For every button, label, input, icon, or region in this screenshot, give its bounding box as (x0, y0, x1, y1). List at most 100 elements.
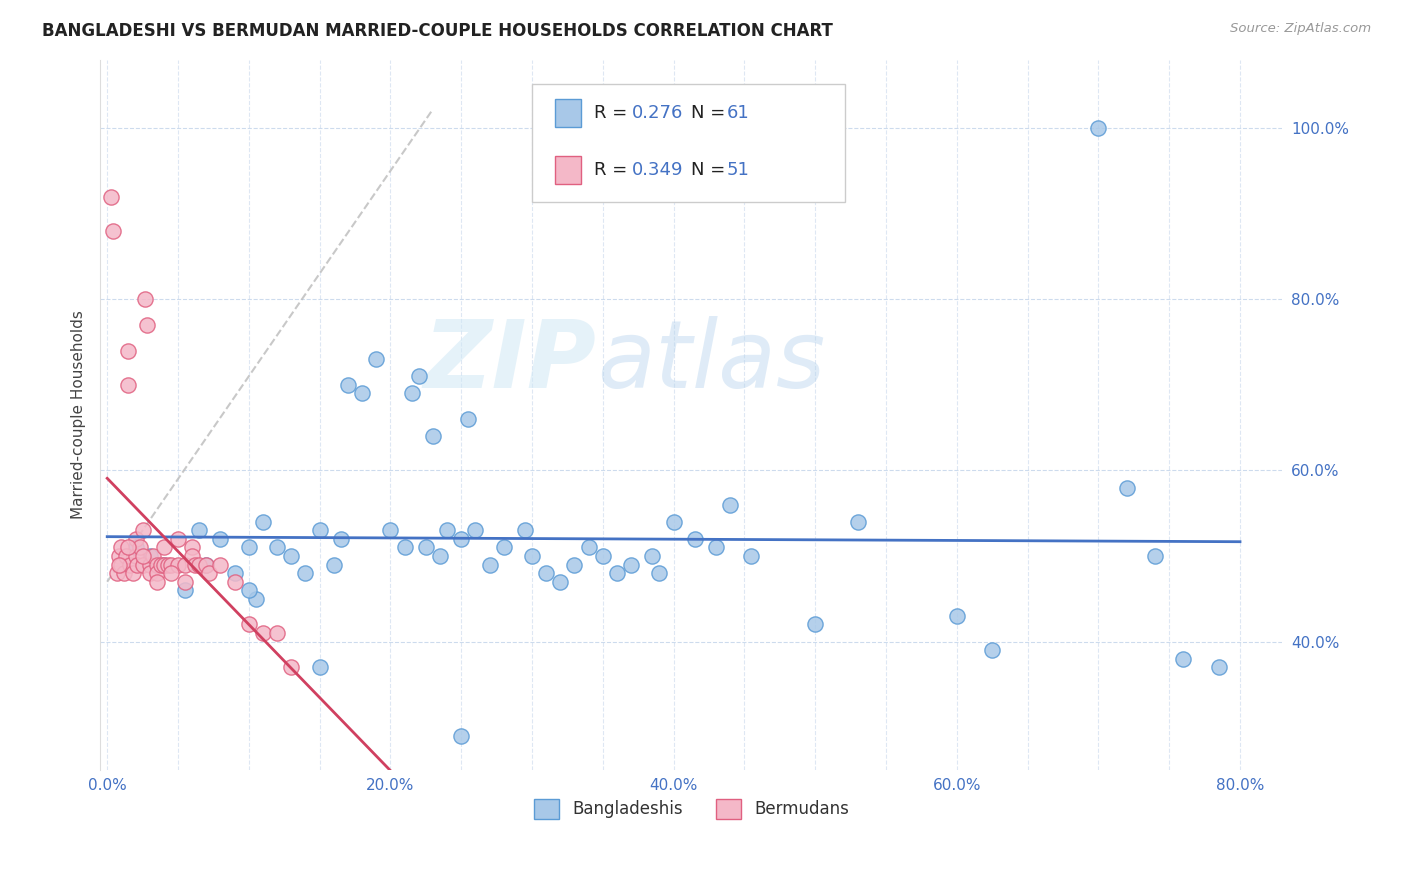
Point (117, 377, 139, 392)
Point (145, 574, 167, 589)
Text: BANGLADESHI VS BERMUDAN MARRIED-COUPLE HOUSEHOLDS CORRELATION CHART: BANGLADESHI VS BERMUDAN MARRIED-COUPLE H… (42, 22, 832, 40)
Point (394, 541, 416, 555)
Point (478, 558, 501, 572)
Point (322, 558, 344, 572)
Point (107, 558, 129, 572)
Text: 51: 51 (727, 161, 749, 179)
Point (641, 549, 664, 563)
Point (380, 524, 402, 538)
Point (266, 626, 288, 640)
Text: atlas: atlas (596, 316, 825, 407)
Legend: Bangladeshis, Bermudans: Bangladeshis, Bermudans (527, 792, 856, 826)
Text: R =: R = (595, 104, 633, 122)
Point (592, 549, 614, 563)
Text: Source: ZipAtlas.com: Source: ZipAtlas.com (1230, 22, 1371, 36)
Point (153, 558, 176, 572)
Point (125, 558, 148, 572)
Point (181, 549, 204, 563)
Point (280, 549, 302, 563)
Point (308, 524, 330, 538)
Point (107, 549, 129, 563)
Point (167, 532, 190, 546)
Point (450, 532, 472, 546)
Point (450, 729, 472, 743)
Point (238, 541, 260, 555)
Point (1208, 660, 1230, 674)
FancyBboxPatch shape (531, 85, 845, 202)
Point (209, 558, 232, 572)
Point (145, 558, 167, 572)
Point (198, 566, 221, 581)
Point (520, 549, 543, 563)
Point (160, 566, 183, 581)
Point (124, 541, 146, 555)
Point (534, 566, 557, 581)
Point (704, 541, 727, 555)
Point (329, 532, 352, 546)
Point (117, 343, 139, 358)
Point (1115, 481, 1137, 495)
Point (457, 412, 479, 426)
Point (492, 541, 515, 555)
Point (294, 566, 316, 581)
Text: 0.276: 0.276 (633, 104, 683, 122)
Point (366, 352, 388, 367)
Point (252, 515, 274, 529)
Point (578, 541, 600, 555)
Point (550, 574, 572, 589)
Point (188, 558, 211, 572)
Point (662, 515, 685, 529)
Point (174, 574, 197, 589)
Point (648, 566, 671, 581)
Point (184, 558, 207, 572)
Point (195, 558, 218, 572)
Point (846, 515, 869, 529)
Point (422, 429, 444, 443)
Point (105, 566, 128, 581)
Point (740, 549, 762, 563)
Point (429, 549, 451, 563)
Point (606, 566, 628, 581)
Point (121, 566, 143, 581)
Point (145, 566, 167, 581)
Point (266, 541, 288, 555)
Point (620, 558, 643, 572)
Point (209, 532, 232, 546)
Point (280, 660, 302, 674)
Point (101, 224, 124, 238)
Point (683, 532, 706, 546)
FancyBboxPatch shape (555, 99, 581, 128)
Point (114, 549, 136, 563)
Point (157, 558, 180, 572)
Point (134, 292, 156, 306)
Point (112, 566, 135, 581)
Point (141, 549, 163, 563)
Y-axis label: Married-couple Households: Married-couple Households (72, 310, 86, 519)
Point (224, 574, 246, 589)
Text: ZIP: ZIP (423, 316, 596, 408)
Point (238, 617, 260, 632)
Point (1087, 121, 1109, 136)
Point (188, 524, 211, 538)
Point (238, 583, 260, 598)
Point (138, 549, 160, 563)
Point (564, 558, 586, 572)
Point (408, 369, 430, 384)
Point (946, 609, 969, 624)
Point (1144, 549, 1167, 563)
Point (135, 318, 157, 332)
Point (308, 660, 330, 674)
Point (128, 541, 150, 555)
Point (100, 189, 122, 203)
Point (153, 558, 176, 572)
Point (415, 541, 437, 555)
Point (131, 558, 153, 572)
Text: N =: N = (692, 104, 731, 122)
Point (118, 558, 141, 572)
Point (110, 541, 132, 555)
Point (110, 558, 132, 572)
Point (124, 532, 146, 546)
Point (153, 541, 176, 555)
Point (718, 498, 741, 512)
Point (174, 583, 197, 598)
